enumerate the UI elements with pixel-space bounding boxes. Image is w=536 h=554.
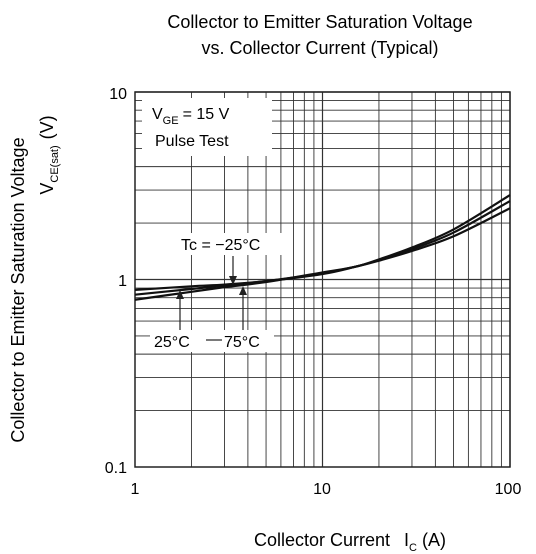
x-axis-label: Collector Current (254, 530, 390, 550)
chart-subtitle: vs. Collector Current (Typical) (201, 38, 438, 58)
tc-label-bg (180, 233, 292, 255)
y-tick-1: 1 (118, 273, 127, 290)
series-line-2 (134, 194, 511, 301)
annotation-75c: 75°C (224, 334, 260, 351)
curves (134, 194, 511, 301)
condition-vge: VGE = 15 V (152, 106, 230, 127)
y-axis-label: Collector to Emitter Saturation Voltage (8, 137, 28, 442)
x-axis-symbol: IC (A) (404, 530, 446, 554)
x-tick-100: 100 (495, 481, 522, 498)
plot-frame (134, 91, 511, 468)
x-tick-1: 1 (131, 481, 140, 498)
condition-pulse-test: Pulse Test (155, 133, 229, 150)
arrow-25-head (176, 290, 184, 299)
y-tick-0.1: 0.1 (105, 460, 127, 477)
arrow-75-head (239, 286, 247, 295)
annotation-25c: 25°C (154, 334, 190, 351)
y-axis-symbol: VCE(sat)(V) (37, 115, 61, 194)
chart-title: Collector to Emitter Saturation Voltage (167, 12, 472, 32)
x-tick-10: 10 (313, 481, 331, 498)
y-tick-10: 10 (109, 86, 127, 103)
condition-box (142, 98, 272, 156)
arrow-minus25-head (229, 276, 237, 285)
annotation-tc-minus25: Tc = −25°C (181, 237, 260, 254)
temp-labels-bg (150, 330, 274, 352)
